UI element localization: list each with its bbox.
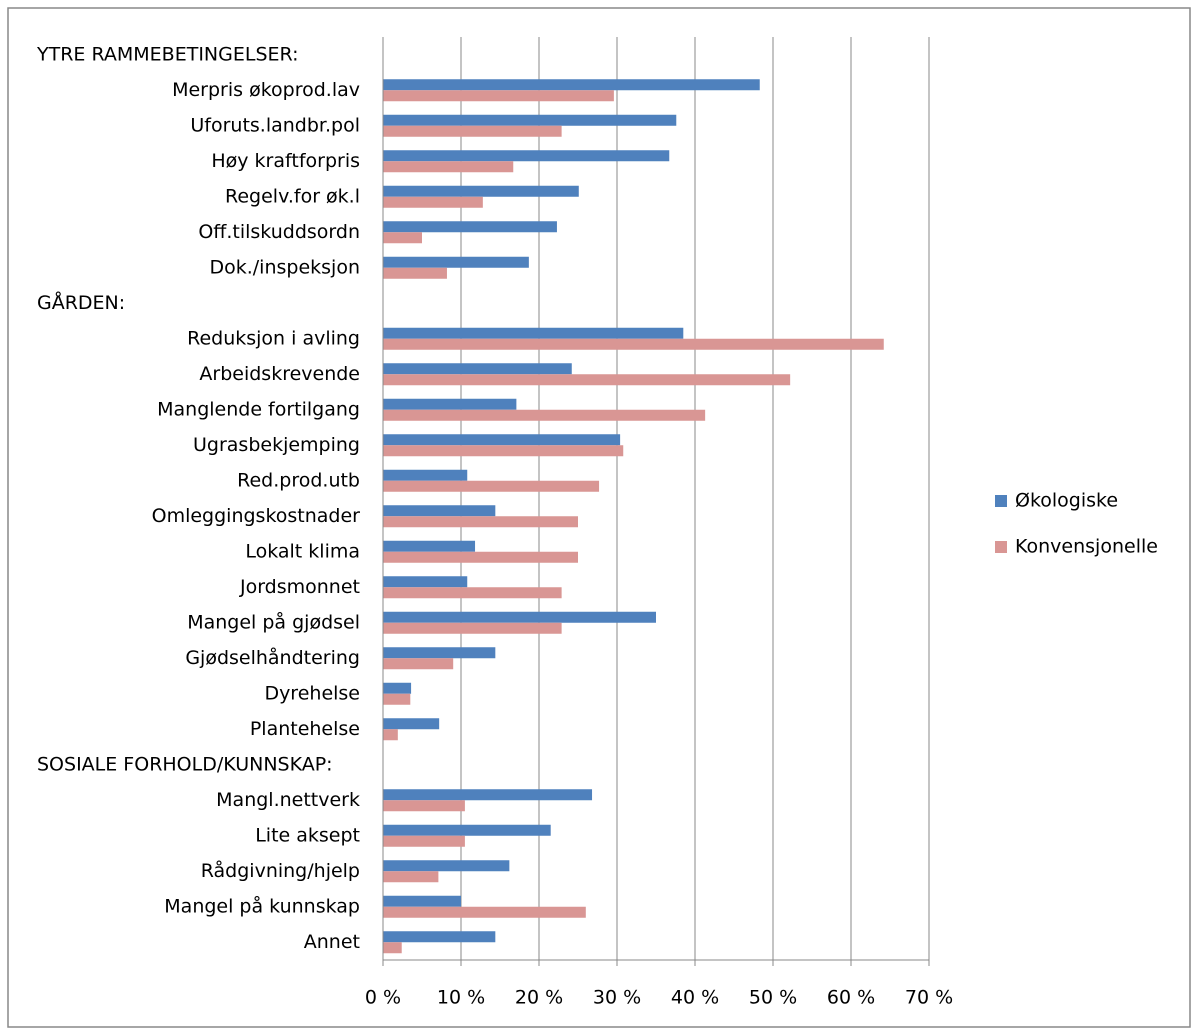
bar	[383, 800, 465, 812]
y-tick-label: Reduksjon i avling	[187, 327, 360, 349]
y-tick-label: Dyrehelse	[264, 682, 360, 704]
bar	[383, 398, 517, 410]
legend-swatch	[995, 495, 1007, 507]
y-tick-label: Ugrasbekjemping	[193, 434, 360, 456]
x-tick-label: 10 %	[437, 987, 485, 1009]
bar	[383, 469, 468, 481]
y-tick-label: Gjødselhåndtering	[185, 646, 360, 669]
bar	[383, 267, 447, 279]
y-tick-label: Lokalt klima	[245, 540, 360, 562]
bar	[383, 338, 884, 350]
bar	[383, 647, 496, 659]
bar	[383, 895, 461, 907]
bar	[383, 587, 562, 599]
y-tick-label: Plantehelse	[250, 718, 360, 740]
chart-frame	[7, 7, 1191, 1028]
bar	[383, 789, 593, 801]
section-label: GÅRDEN:	[37, 291, 125, 314]
bar	[383, 221, 557, 233]
y-tick-label: Regelv.for øk.l	[225, 185, 360, 207]
bar	[383, 551, 578, 563]
bar	[383, 622, 562, 634]
bar	[383, 363, 572, 375]
bar	[383, 150, 670, 162]
bar	[383, 871, 439, 883]
y-tick-label: Dok./inspeksjon	[209, 256, 360, 278]
x-tick-label: 40 %	[671, 987, 719, 1009]
bar	[383, 505, 496, 517]
bar	[383, 434, 621, 446]
bar	[383, 860, 510, 872]
bar	[383, 540, 476, 552]
bar	[383, 256, 529, 268]
bar	[383, 185, 579, 197]
bar	[383, 693, 411, 705]
bar	[383, 729, 398, 741]
y-tick-label: Mangl.nettverk	[216, 789, 360, 811]
x-tick-label: 0 %	[365, 987, 401, 1009]
y-tick-label: Lite aksept	[255, 824, 360, 846]
y-tick-label: Uforuts.landbr.pol	[190, 114, 360, 136]
bar	[383, 196, 483, 208]
bar	[383, 682, 412, 694]
y-tick-label: Omleggingskostnader	[152, 505, 361, 527]
y-tick-label: Arbeidskrevende	[199, 363, 360, 385]
bar	[383, 906, 586, 918]
bar	[383, 232, 422, 244]
section-label: SOSIALE FORHOLD/KUNNSKAP:	[37, 753, 333, 775]
bar	[383, 327, 684, 339]
bar	[383, 611, 656, 623]
y-tick-label: Høy kraftforpris	[211, 150, 360, 172]
y-tick-label: Off.tilskuddsordn	[198, 221, 360, 243]
y-tick-label: Mangel på kunnskap	[164, 894, 360, 917]
y-tick-label: Mangel på gjødsel	[187, 610, 360, 633]
y-tick-label: Jordsmonnet	[239, 576, 360, 598]
y-tick-label: Merpris økoprod.lav	[172, 79, 360, 101]
bar	[383, 480, 600, 492]
legend-label: Konvensjonelle	[1015, 536, 1158, 558]
y-tick-label: Rådgivning/hjelp	[201, 859, 360, 882]
legend-swatch	[995, 541, 1007, 553]
x-tick-label: 50 %	[749, 987, 797, 1009]
bar	[383, 374, 791, 386]
bar	[383, 445, 624, 457]
bar	[383, 658, 454, 670]
y-tick-label: Red.prod.utb	[237, 469, 360, 491]
bar	[383, 576, 468, 588]
y-tick-label: Annet	[304, 931, 360, 953]
bar	[383, 125, 562, 137]
x-tick-label: 60 %	[827, 987, 875, 1009]
section-label: YTRE RAMMEBETINGELSER:	[36, 43, 299, 65]
y-tick-label: Manglende fortilgang	[157, 398, 360, 420]
x-tick-label: 20 %	[515, 987, 563, 1009]
bar	[383, 931, 496, 943]
bar	[383, 718, 440, 730]
bar	[383, 114, 677, 126]
bar	[383, 824, 551, 836]
bar	[383, 835, 465, 847]
legend-label: Økologiske	[1015, 490, 1118, 512]
bar	[383, 90, 614, 102]
x-tick-label: 30 %	[593, 987, 641, 1009]
bar	[383, 516, 578, 528]
bar	[383, 79, 760, 91]
bar	[383, 942, 402, 954]
x-tick-label: 70 %	[905, 987, 953, 1009]
bar	[383, 161, 514, 173]
bar	[383, 409, 706, 421]
